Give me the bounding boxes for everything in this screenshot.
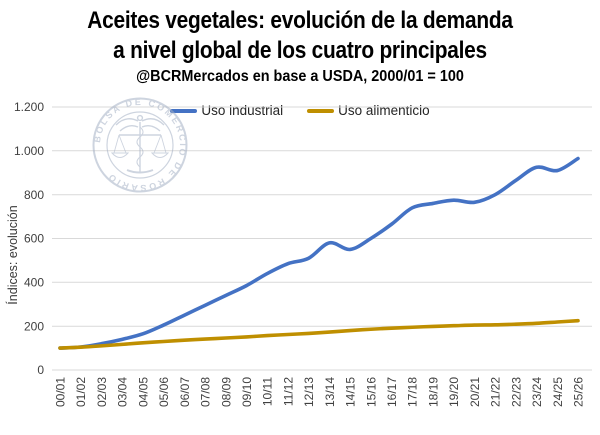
x-tick-label-20-21: 20/21: [468, 377, 482, 407]
x-tick-label-14-15: 14/15: [344, 377, 358, 407]
x-tick-label-08-09: 08/09: [219, 377, 233, 407]
x-tick-label-06-07: 06/07: [178, 377, 192, 407]
y-tick-label-1.000: 1.000: [14, 144, 44, 158]
line-chart: BOLSA DE COMERCIO DE ROSARIO: [5, 97, 592, 407]
x-tick-label-21-22: 21/22: [489, 377, 503, 407]
x-tick-label-09-10: 09/10: [240, 377, 254, 407]
x-tick-label-04-05: 04/05: [136, 377, 150, 407]
x-tick-label-16-17: 16/17: [385, 377, 399, 407]
series-line-uso-industrial: [58, 156, 580, 350]
x-tick-label-03-04: 03/04: [116, 377, 130, 407]
series-lines: [58, 156, 580, 350]
x-tick-label-05-06: 05/06: [157, 377, 171, 407]
y-tick-label-600: 600: [24, 232, 44, 246]
x-tick-label-18-19: 18/19: [427, 377, 441, 407]
chart-subtitle: @BCRMercados en base a USDA, 2000/01 = 1…: [136, 68, 464, 85]
y-tick-label-1.200: 1.200: [14, 100, 44, 114]
bolsa-de-comercio-de-rosario-seal-watermark: BOLSA DE COMERCIO DE ROSARIO: [92, 97, 188, 193]
x-tick-label-12-13: 12/13: [302, 377, 316, 407]
y-tick-label-800: 800: [24, 188, 44, 202]
y-tick-label-0: 0: [37, 363, 44, 377]
caduceus-with-scales-icon: [110, 114, 170, 174]
x-tick-label-22-23: 22/23: [509, 377, 523, 407]
x-tick-label-17-18: 17/18: [406, 377, 420, 407]
x-tick-label-01-02: 01/02: [74, 377, 88, 407]
legend-swatch-uso-industrial: [170, 108, 198, 113]
x-tick-label-07-08: 07/08: [199, 377, 213, 407]
x-tick-label-24-25: 24/25: [551, 377, 565, 407]
x-tick-label-25-26: 25/26: [572, 377, 586, 407]
x-tick-label-00-01: 00/01: [54, 377, 68, 407]
chart-title-line1: Aceites vegetales: evolución de la deman…: [87, 7, 513, 34]
x-tick-label-19-20: 19/20: [447, 377, 461, 407]
gridlines: [52, 106, 592, 371]
y-tick-label-400: 400: [24, 276, 44, 290]
x-tick-label-11-12: 11/12: [281, 377, 295, 406]
x-tick-label-13-14: 13/14: [323, 377, 337, 407]
y-tick-label-200: 200: [24, 319, 44, 333]
x-tick-label-23-24: 23/24: [530, 377, 544, 407]
legend-swatch-uso-alimenticio: [307, 108, 335, 113]
x-tick-label-02-03: 02/03: [95, 377, 109, 407]
y-axis-tick-labels: 0 200 400 600 800 1.000 1.200: [14, 100, 44, 377]
chart-header: Aceites vegetales: evolución de la deman…: [0, 6, 600, 86]
chart-title-line2: a nivel global de los cuatro principales: [113, 37, 487, 64]
x-axis-tick-labels: 00/01 01/02 02/03 03/04 04/05 05/06 06/07 07/08…: [54, 377, 586, 407]
x-tick-label-10-11: 10/11: [261, 377, 275, 406]
y-axis-title: Índices: evolución: [5, 205, 20, 304]
x-tick-label-15-16: 15/16: [364, 377, 378, 407]
series-line-uso-alimenticio: [58, 318, 580, 350]
